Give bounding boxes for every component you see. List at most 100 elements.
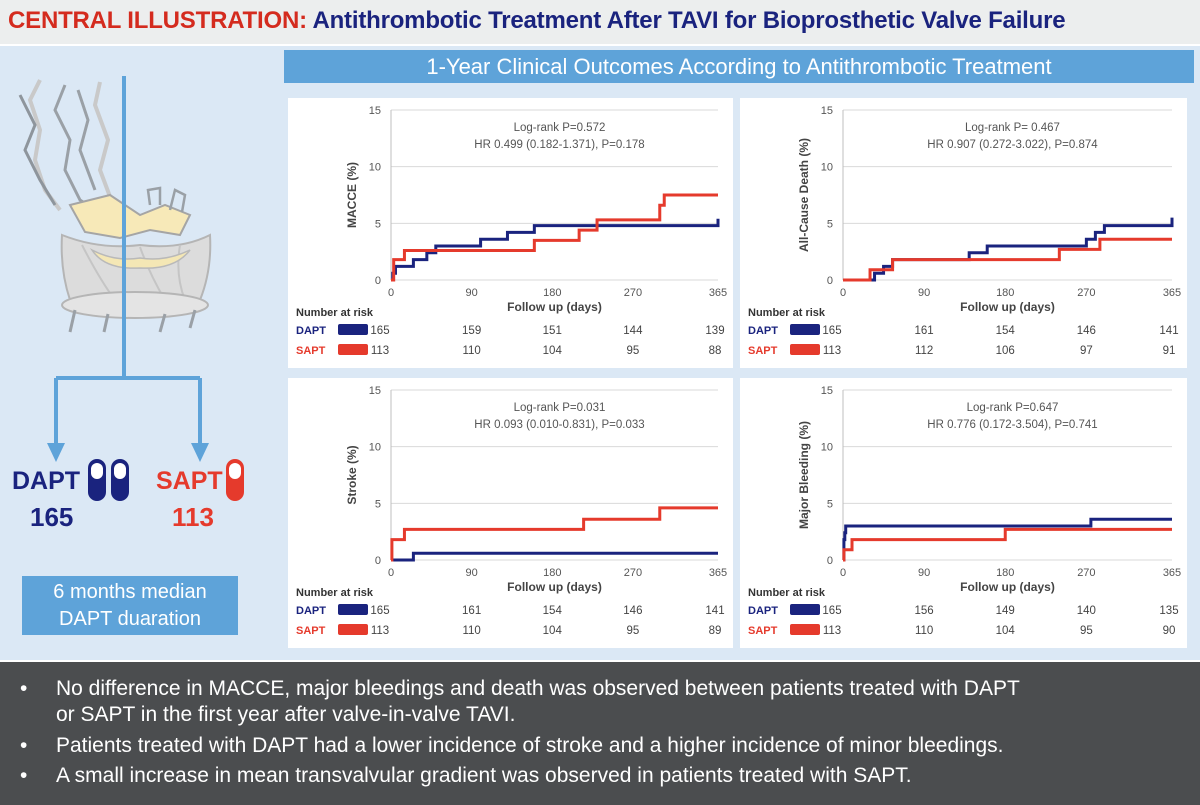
y-tick-label: 10 [821, 442, 833, 454]
sapt-arm-count: 113 [172, 502, 214, 532]
y-tick-label: 0 [375, 275, 381, 287]
x-axis-label: Follow up (days) [507, 300, 602, 314]
risk-count: 140 [1077, 605, 1096, 617]
y-axis-label: MACCE (%) [345, 162, 359, 228]
risk-legend-swatch [338, 344, 368, 355]
risk-count: 110 [462, 625, 480, 637]
y-tick-label: 10 [821, 162, 833, 174]
stats-text: Log-rank P= 0.467 [965, 122, 1060, 134]
y-tick-label: 0 [827, 275, 833, 287]
dapt-arm-count: 165 [30, 502, 74, 532]
risk-count: 110 [462, 345, 480, 357]
series-line-dapt [391, 551, 718, 562]
x-tick-label: 90 [918, 287, 930, 299]
y-tick-label: 15 [369, 105, 381, 117]
km-chart-svg: 0 5 10 15 0 90 180 270 365 Follow up (days) Major … [748, 385, 1181, 637]
y-tick-label: 15 [821, 385, 833, 397]
x-tick-label: 270 [1077, 567, 1095, 579]
risk-count: 113 [823, 345, 841, 357]
risk-row-label: DAPT [296, 605, 326, 617]
bullet-glyph: • [20, 734, 28, 757]
x-tick-label: 365 [709, 567, 727, 579]
risk-legend-swatch [790, 324, 820, 335]
risk-count: 89 [709, 625, 722, 637]
risk-table-label: Number at risk [296, 587, 374, 599]
y-tick-label: 10 [369, 162, 381, 174]
risk-count: 165 [822, 325, 841, 337]
km-chart-all-cause-death: 0 5 10 15 0 90 180 270 365 Follow up (days) All-Ca… [740, 98, 1187, 368]
x-tick-label: 0 [840, 287, 846, 299]
risk-count: 88 [709, 345, 722, 357]
x-tick-label: 365 [709, 287, 727, 299]
finding-text: A small increase in mean transvalvular g… [56, 764, 912, 787]
risk-row-label: DAPT [296, 325, 326, 337]
y-axis-label: Major Bleeding (%) [797, 421, 811, 529]
risk-count: 165 [370, 325, 389, 337]
x-axis-label: Follow up (days) [960, 300, 1055, 314]
outcomes-header: 1-Year Clinical Outcomes According to An… [284, 50, 1194, 83]
risk-count: 95 [1080, 625, 1093, 637]
stats-text: HR 0.776 (0.172-3.504), P=0.741 [927, 419, 1097, 431]
x-tick-label: 0 [388, 567, 394, 579]
finding-text: No difference in MACCE, major bleedings … [56, 677, 1020, 700]
x-tick-label: 0 [388, 287, 394, 299]
bullet-glyph: • [20, 764, 28, 787]
y-tick-label: 5 [375, 218, 381, 230]
dapt-arm-label: DAPT [12, 467, 81, 495]
risk-count: 113 [371, 345, 389, 357]
risk-row-label: SAPT [296, 625, 326, 637]
risk-count: 144 [623, 325, 643, 337]
x-tick-label: 270 [624, 287, 642, 299]
risk-count: 95 [626, 625, 639, 637]
valve-diagram [18, 76, 244, 501]
dapt-duration-line2: DAPT duaration [59, 608, 201, 630]
finding-text: Patients treated with DAPT had a lower i… [56, 734, 1004, 757]
risk-count: 156 [915, 605, 934, 617]
x-tick-label: 180 [996, 567, 1014, 579]
treatment-branch-arrows [47, 76, 209, 462]
stats-text: Log-rank P=0.031 [514, 402, 606, 414]
finding-item: • A small increase in mean transvalvular… [20, 763, 912, 789]
risk-count: 90 [1163, 625, 1176, 637]
series-line-sapt [842, 527, 1172, 562]
risk-count: 141 [705, 605, 724, 617]
risk-count: 91 [1163, 345, 1176, 357]
risk-count: 135 [1159, 605, 1178, 617]
y-axis-label: Stroke (%) [345, 445, 359, 504]
risk-count: 139 [705, 325, 724, 337]
stats-text: HR 0.093 (0.010-0.831), P=0.033 [474, 419, 644, 431]
x-tick-label: 180 [996, 287, 1014, 299]
risk-row-label: DAPT [748, 325, 778, 337]
risk-count: 97 [1080, 345, 1093, 357]
x-tick-label: 180 [543, 287, 561, 299]
y-tick-label: 0 [827, 555, 833, 567]
dapt-duration-box: 6 months median DAPT duaration [22, 576, 238, 635]
y-tick-label: 10 [369, 442, 381, 454]
risk-count: 154 [996, 325, 1016, 337]
y-tick-label: 15 [369, 385, 381, 397]
x-tick-label: 90 [918, 567, 930, 579]
km-chart-stroke: 0 5 10 15 0 90 180 270 365 Follow up (days) Stroke… [288, 378, 733, 648]
km-chart-svg: 0 5 10 15 0 90 180 270 365 Follow up (days) All-Ca… [748, 105, 1181, 357]
risk-count: 106 [996, 345, 1015, 357]
risk-row-label: SAPT [748, 345, 778, 357]
y-tick-label: 5 [827, 498, 833, 510]
risk-table-label: Number at risk [748, 587, 826, 599]
left-panel [0, 46, 270, 660]
series-line-dapt [391, 218, 720, 282]
y-tick-label: 5 [827, 218, 833, 230]
x-axis-label: Follow up (days) [960, 580, 1055, 594]
risk-count: 165 [370, 605, 389, 617]
finding-text: or SAPT in the first year after valve-in… [56, 703, 516, 726]
risk-count: 113 [371, 625, 389, 637]
risk-count: 104 [543, 345, 563, 357]
risk-legend-swatch [338, 604, 368, 615]
risk-legend-swatch [338, 624, 368, 635]
km-chart-major-bleeding: 0 5 10 15 0 90 180 270 365 Follow up (days) Major … [740, 378, 1187, 648]
x-tick-label: 180 [543, 567, 561, 579]
title-bar: CENTRAL ILLUSTRATION: Antithrombotic Tre… [0, 0, 1200, 44]
risk-count: 154 [543, 605, 563, 617]
stats-text: HR 0.499 (0.182-1.371), P=0.178 [474, 139, 644, 151]
finding-item: • No difference in MACCE, major bleeding… [20, 676, 1020, 728]
risk-count: 112 [915, 345, 933, 357]
